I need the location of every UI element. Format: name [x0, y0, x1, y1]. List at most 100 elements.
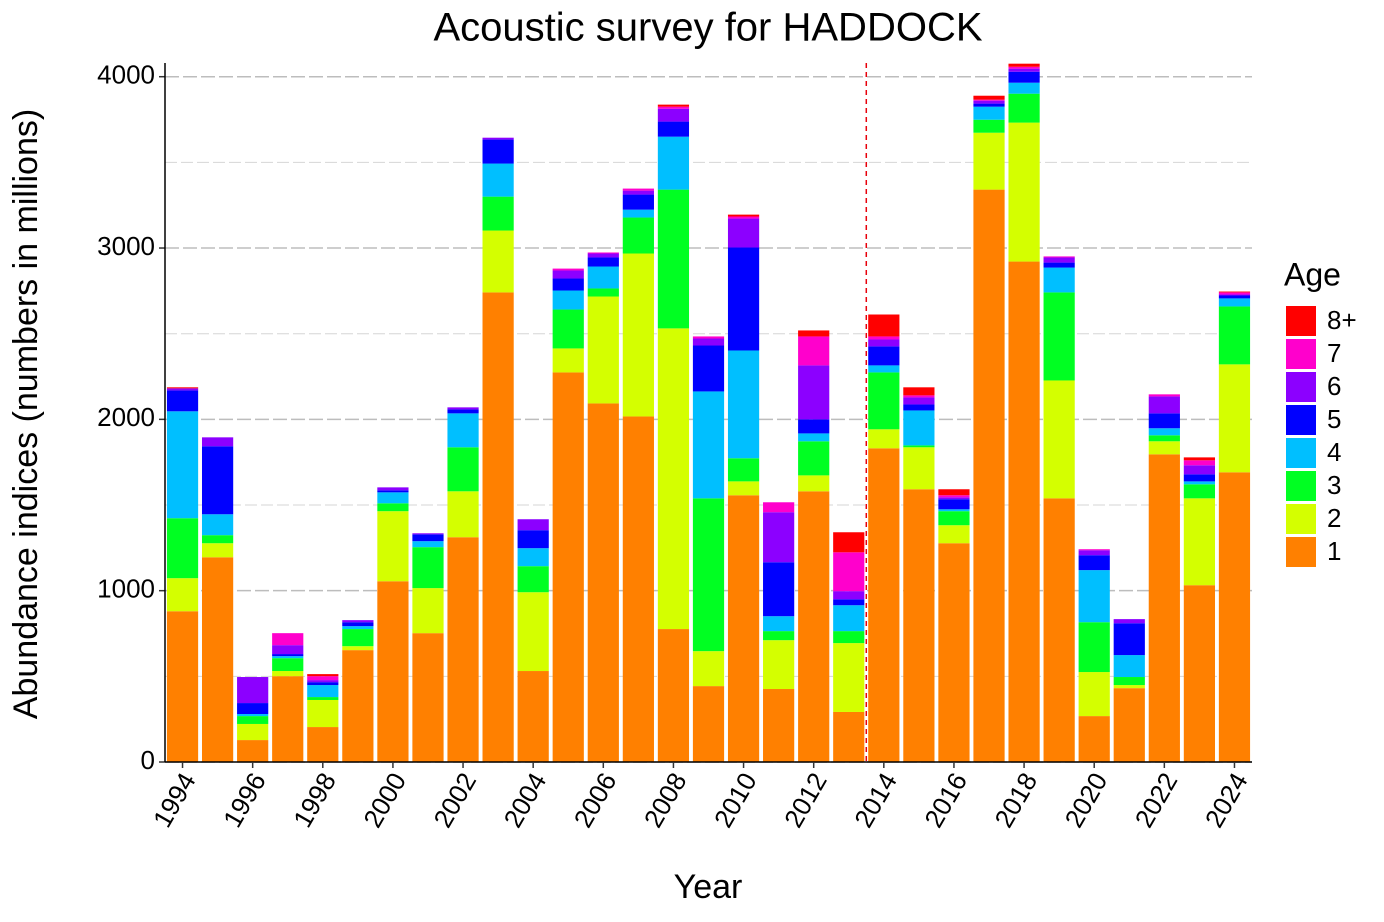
- bar-segment: [201, 514, 234, 536]
- bar-segment: [692, 651, 725, 687]
- bar-segment: [833, 599, 865, 606]
- bar-segment: [763, 640, 795, 690]
- bar-segment: [973, 119, 1005, 133]
- bar-segment: [868, 346, 900, 366]
- bar-segment: [903, 410, 935, 446]
- bar-segment: [412, 633, 444, 762]
- bar-segment: [1218, 294, 1251, 296]
- bar-segment: [1113, 655, 1145, 678]
- bar-segment: [622, 416, 654, 762]
- bar-segment: [798, 441, 830, 476]
- bar-segment: [1183, 498, 1216, 586]
- bar-segment: [272, 654, 304, 657]
- bar-segment: [1183, 484, 1216, 499]
- bar-segment: [692, 338, 725, 346]
- bar-segment: [412, 534, 444, 542]
- bar-segment: [166, 387, 199, 389]
- bar-segment: [763, 502, 795, 513]
- x-tick-label: 1994: [147, 767, 202, 832]
- bar-segment: [938, 497, 970, 500]
- bar-segment: [903, 395, 935, 398]
- bar-segment: [1113, 623, 1145, 656]
- legend-swatch: [1286, 339, 1316, 369]
- bar-segment: [692, 686, 725, 762]
- x-tick-label: 2010: [708, 767, 763, 832]
- bar-segment: [1043, 380, 1075, 499]
- bar-segment: [307, 685, 339, 698]
- bar-segment: [833, 532, 865, 553]
- bar-segment: [1043, 498, 1075, 762]
- x-tick-label: 2008: [638, 767, 693, 832]
- bar-segment: [727, 495, 760, 762]
- bar-segment: [272, 645, 304, 655]
- bar-segment: [412, 547, 444, 589]
- bar-segment: [1008, 68, 1040, 72]
- y-tick-label: 4000: [97, 60, 155, 90]
- bar-segment: [657, 629, 690, 762]
- bar-segment: [1218, 472, 1251, 762]
- bar-segment: [1043, 257, 1075, 263]
- bar-segment: [1043, 256, 1075, 258]
- bar-segment: [307, 680, 339, 683]
- bar-segment: [307, 727, 339, 762]
- legend-label: 1: [1327, 536, 1341, 566]
- bar-segment: [517, 519, 549, 531]
- bar-segment: [201, 543, 234, 558]
- x-tick-label: 2002: [427, 767, 482, 832]
- bar-segment: [1113, 677, 1145, 686]
- bar-segment: [307, 676, 339, 681]
- bar-segment: [377, 490, 409, 493]
- bar-segment: [903, 387, 935, 396]
- bar-segment: [482, 196, 514, 231]
- legend-label: 5: [1327, 404, 1341, 434]
- bar-segment: [1148, 428, 1180, 436]
- bar-segment: [868, 372, 900, 430]
- bar-segment: [622, 188, 654, 191]
- bar-segment: [1113, 685, 1145, 689]
- y-axis-title: Abundance indices (numbers in millions): [7, 109, 45, 719]
- bar-segment: [938, 495, 970, 498]
- y-tick-label: 0: [141, 745, 155, 775]
- bar-segment: [1218, 292, 1251, 295]
- bar-segment: [587, 257, 619, 267]
- bar-segment: [552, 309, 584, 349]
- bar-segment: [622, 190, 654, 195]
- bar-segment: [166, 388, 199, 391]
- bar-segment: [1043, 267, 1075, 293]
- bar-segment: [166, 578, 199, 612]
- bar-segment: [237, 716, 269, 724]
- bar-segment: [201, 535, 234, 544]
- bar-segment: [272, 676, 304, 762]
- bar-segment: [587, 252, 619, 254]
- bar-segment: [166, 611, 199, 762]
- bar-segment: [166, 411, 199, 519]
- bar-segment: [342, 622, 374, 627]
- bar-segment: [903, 397, 935, 405]
- bar-segment: [447, 413, 479, 448]
- bar-segment: [1113, 619, 1145, 624]
- bar-segment: [342, 626, 374, 630]
- legend-swatch: [1286, 372, 1316, 402]
- bar-segment: [482, 137, 514, 140]
- bar-segment: [727, 481, 760, 496]
- bar-segment: [798, 475, 830, 492]
- legend-swatch: [1286, 504, 1316, 534]
- bar-segment: [1183, 474, 1216, 482]
- bar-segment: [237, 740, 269, 762]
- bar-segment: [201, 437, 234, 447]
- bar-segment: [973, 103, 1005, 107]
- bar-segment: [727, 214, 760, 217]
- bar-segment: [552, 270, 584, 279]
- bar-segment: [307, 682, 339, 686]
- bar-segment: [727, 458, 760, 482]
- bar-segment: [622, 253, 654, 417]
- bar-segment: [307, 697, 339, 700]
- legend-label: 2: [1327, 503, 1341, 533]
- bar-segment: [377, 492, 409, 504]
- bar-segment: [727, 218, 760, 248]
- bar-segment: [1148, 454, 1180, 762]
- bar-segment: [517, 548, 549, 567]
- bar-segment: [938, 543, 970, 762]
- bar-segment: [587, 403, 619, 762]
